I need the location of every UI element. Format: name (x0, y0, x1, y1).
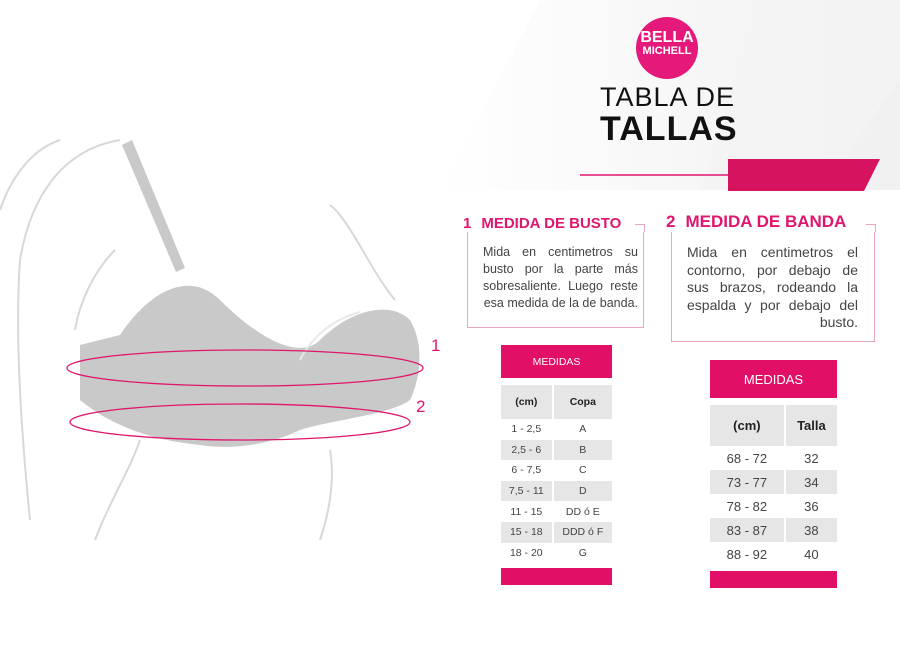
brand-logo: BELLA MICHELL (636, 17, 698, 79)
table-row: 1 - 2,5 A (501, 419, 612, 440)
table-row: 88 - 92 40 (710, 542, 837, 566)
bust-measure-line (66, 349, 424, 387)
table-footer-bar (710, 571, 837, 588)
cm-cell: 11 - 15 (501, 501, 554, 522)
cm-cell: 18 - 20 (501, 542, 554, 564)
table-row: 73 - 77 34 (710, 470, 837, 494)
column-header: (cm) (710, 405, 786, 446)
cm-cell: 1 - 2,5 (501, 419, 554, 440)
section-number: 1 (463, 215, 472, 232)
marker-1: 1 (431, 336, 441, 355)
cm-cell: 73 - 77 (710, 470, 786, 494)
section-band-text: Mida en centimetros el contorno, por deb… (687, 244, 858, 330)
cm-cell: 2,5 - 6 (501, 439, 554, 461)
cm-cell: 7,5 - 11 (501, 480, 554, 502)
section-title: MEDIDA DE BUSTO (481, 215, 622, 232)
column-header: (cm) (501, 385, 554, 419)
size-cell: A (579, 423, 587, 436)
size-cell: 34 (785, 470, 837, 494)
cm-cell: 68 - 72 (710, 446, 786, 470)
title-line1: TABLA DE (600, 82, 736, 112)
size-cell: DD ó E (565, 505, 600, 518)
logo-text-1: BELLA (640, 29, 694, 46)
cm-cell: 15 - 18 (501, 521, 554, 543)
size-cell: 36 (804, 498, 819, 514)
column-header: Copa (569, 396, 596, 408)
cm-cell: 88 - 92 (710, 542, 786, 566)
table-row: 78 - 82 36 (710, 494, 837, 518)
table-header: MEDIDAS (501, 345, 612, 378)
cm-cell: 78 - 82 (710, 494, 786, 518)
title-line2: TALLAS (600, 110, 738, 148)
section-bust-title: 1 MEDIDA DE BUSTO (463, 215, 621, 232)
section-band-box: Mida en centimetros el contorno, por deb… (671, 224, 876, 342)
size-cell: 40 (804, 546, 819, 562)
column-header: Talla (797, 418, 826, 433)
section-band-title: 2 MEDIDA DE BANDA (666, 212, 846, 232)
size-cell: C (579, 464, 587, 477)
marker-2: 2 (416, 397, 426, 416)
title-accent-bar (728, 159, 880, 191)
size-cell: 32 (804, 450, 819, 466)
section-number: 2 (666, 212, 676, 231)
table-footer-bar (501, 568, 612, 586)
section-bust-text: Mida en centimetros su busto por la part… (483, 245, 638, 310)
table-row: 6 - 7,5 C (501, 460, 612, 481)
size-cell: D (553, 480, 612, 502)
logo-text-2: MICHELL (642, 45, 692, 57)
section-bust-box: Mida en centimetros su busto por la part… (467, 224, 645, 328)
table-row: 18 - 20 G (501, 542, 612, 564)
size-cell: G (578, 546, 587, 559)
band-size-table: MEDIDAS (cm) Talla 68 - 72 32 73 - 77 34 78 -… (710, 360, 837, 588)
table-row: 11 - 15 DD ó E (501, 501, 612, 522)
table-row: 15 - 18 DDD ó F (501, 521, 612, 543)
band-measure-line (69, 403, 411, 441)
cm-cell: 6 - 7,5 (501, 460, 554, 481)
size-cell: DDD ó F (553, 521, 612, 543)
table-header: MEDIDAS (710, 360, 837, 398)
cm-cell: 83 - 87 (710, 518, 786, 542)
size-cell: 38 (785, 518, 837, 542)
table-row: 83 - 87 38 (710, 518, 837, 542)
size-cell: B (553, 439, 612, 461)
bra-illustration (0, 139, 424, 541)
section-title: MEDIDA DE BANDA (685, 212, 847, 231)
table-row: 7,5 - 11 D (501, 480, 612, 502)
table-row: 68 - 72 32 (710, 446, 837, 470)
